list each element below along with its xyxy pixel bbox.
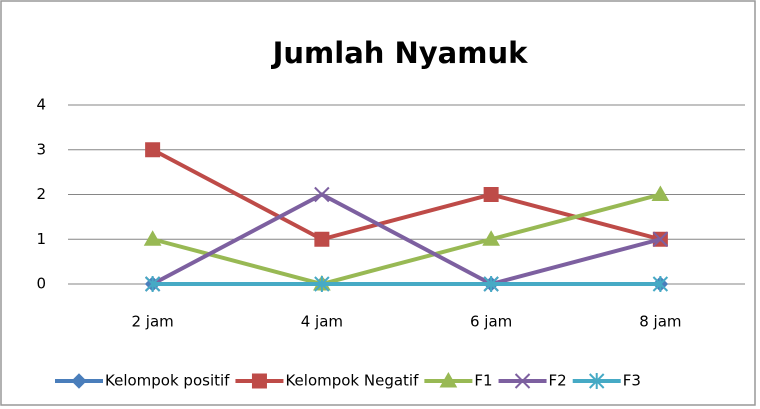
marker xyxy=(651,185,670,201)
marker xyxy=(314,186,330,203)
y-tick-label: 1 xyxy=(36,230,46,248)
x-tick-label: 2 jam xyxy=(131,313,173,331)
marker xyxy=(144,276,161,292)
legend-marker xyxy=(514,373,531,389)
y-tick-label: 0 xyxy=(36,275,46,293)
marker xyxy=(482,230,500,246)
series-line xyxy=(151,192,661,287)
marker xyxy=(652,231,669,247)
legend-label: F1 xyxy=(474,372,492,390)
legend-marker xyxy=(71,373,87,389)
marker xyxy=(314,276,330,292)
legend-marker xyxy=(439,371,458,388)
x-tick-label: 6 jam xyxy=(470,313,512,331)
marker xyxy=(652,276,669,292)
x-tick-label: 4 jam xyxy=(301,313,343,331)
legend-label: F3 xyxy=(623,372,641,390)
series-line xyxy=(152,192,661,287)
marker xyxy=(143,230,162,246)
legend-marker xyxy=(251,373,267,389)
legend-label: Kelompok Negatif xyxy=(285,372,419,390)
marker xyxy=(145,142,161,158)
legend-label: Kelompok positif xyxy=(105,372,230,390)
x-tick-label: 8 jam xyxy=(639,313,681,331)
y-tick-label: 3 xyxy=(36,140,46,158)
legend-marker xyxy=(589,373,605,389)
marker xyxy=(314,231,330,247)
marker xyxy=(483,276,499,292)
chart-title: Jumlah Nyamuk xyxy=(271,36,529,70)
y-tick-label: 2 xyxy=(36,185,46,203)
y-tick-label: 4 xyxy=(36,96,46,114)
marker xyxy=(483,187,499,202)
legend-label: F2 xyxy=(549,372,567,390)
